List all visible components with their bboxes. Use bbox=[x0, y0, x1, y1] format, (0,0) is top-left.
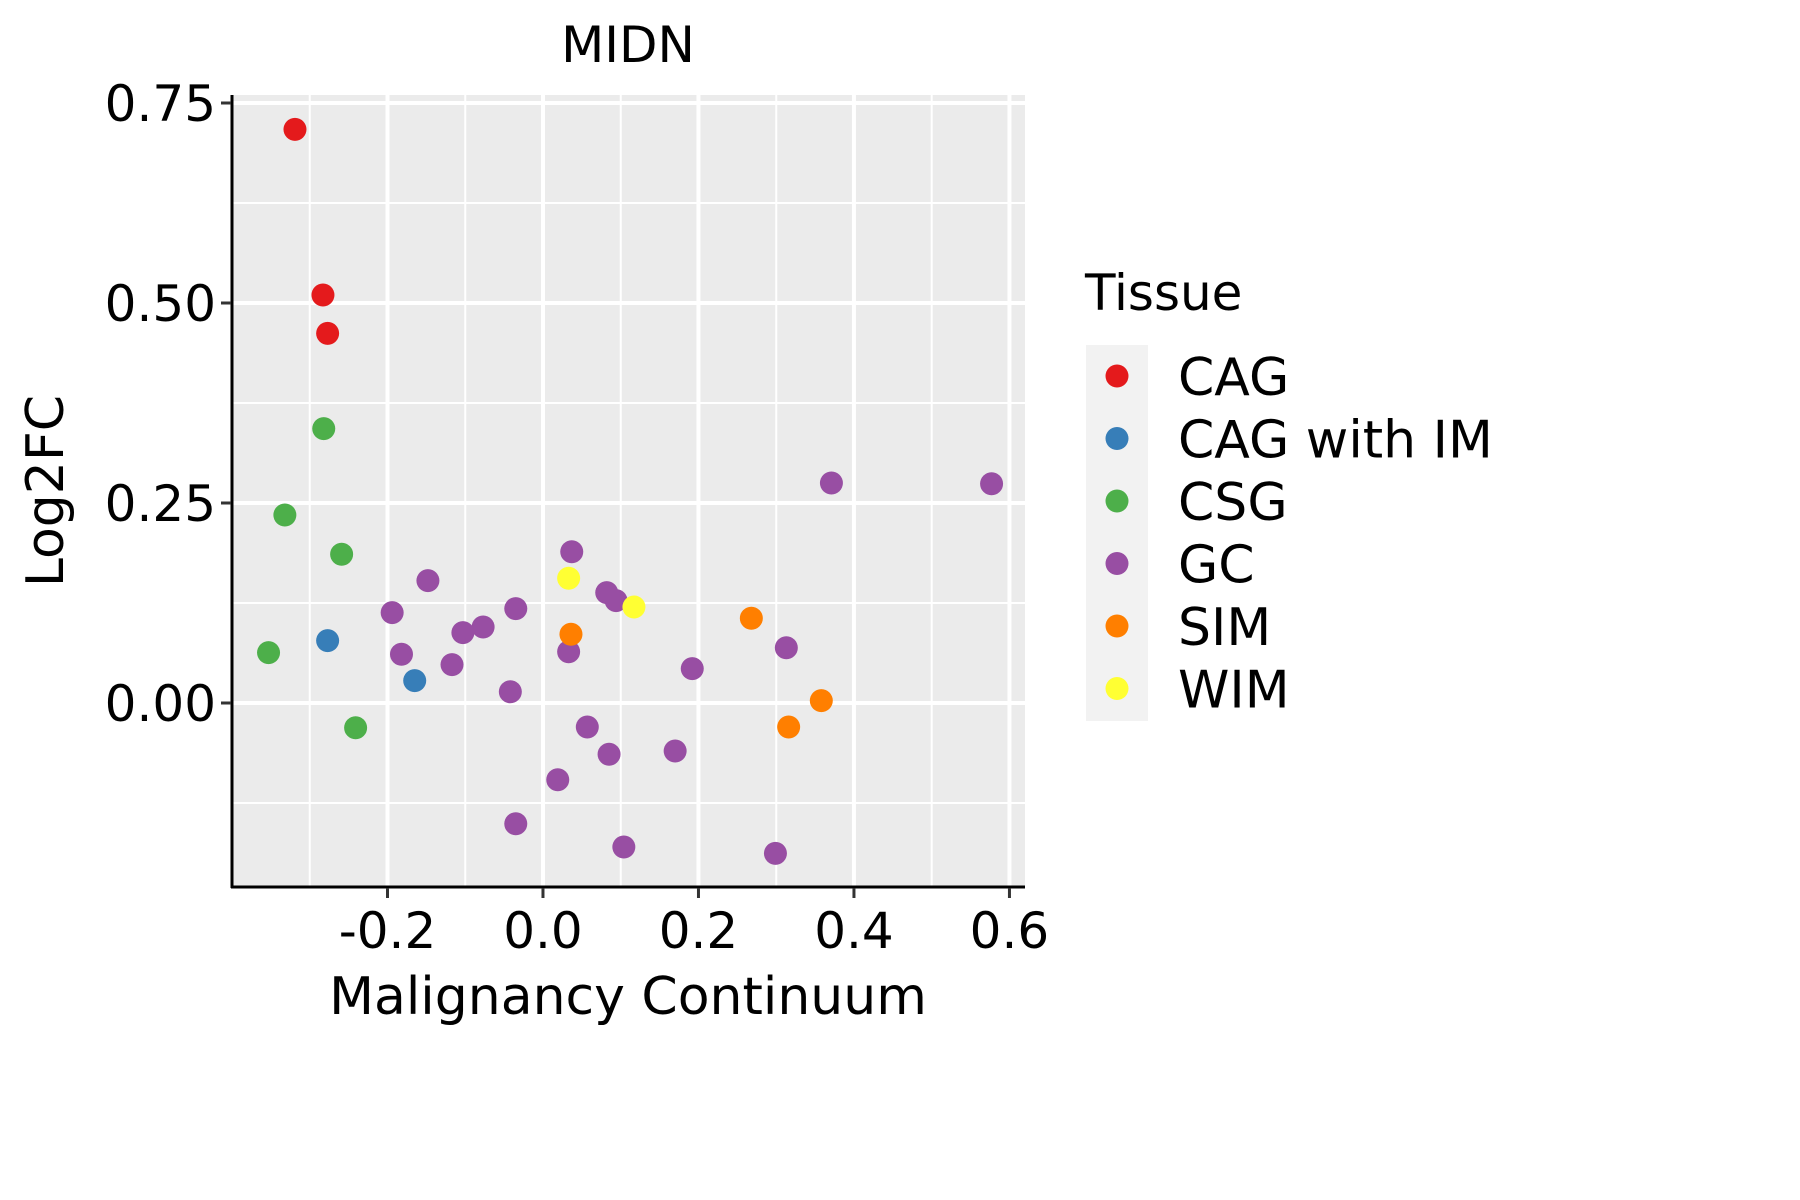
point-gc bbox=[557, 640, 581, 664]
point-csg bbox=[273, 503, 297, 527]
point-csg bbox=[330, 542, 354, 566]
point-gc bbox=[440, 653, 464, 677]
legend-key-csg bbox=[1105, 489, 1129, 513]
point-sim bbox=[809, 689, 833, 713]
chart-title: MIDN bbox=[561, 16, 695, 74]
x-ticks: -0.2 0.0 0.2 0.4 0.6 bbox=[339, 888, 1050, 960]
legend-label-cag: CAG bbox=[1178, 348, 1289, 408]
legend-label-sim: SIM bbox=[1178, 598, 1271, 658]
point-gc bbox=[504, 597, 528, 621]
point-wim bbox=[557, 566, 581, 590]
point-gc bbox=[498, 680, 522, 704]
point-cag bbox=[311, 283, 335, 307]
point-gc bbox=[774, 636, 798, 660]
point-gc bbox=[663, 739, 687, 763]
point-sim bbox=[777, 715, 801, 739]
point-csg bbox=[257, 641, 281, 665]
point-gc bbox=[680, 657, 704, 681]
legend-key-cag bbox=[1105, 364, 1129, 388]
point-gc bbox=[451, 621, 475, 645]
point-cag bbox=[316, 321, 340, 345]
point-gc bbox=[604, 589, 628, 613]
point-cag bbox=[283, 117, 307, 141]
y-tick-label: 0.25 bbox=[105, 475, 216, 533]
x-axis-label: Malignancy Continuum bbox=[329, 967, 927, 1027]
data-points bbox=[257, 117, 1004, 865]
x-tick-label: 0.0 bbox=[503, 902, 583, 960]
point-gc bbox=[380, 601, 404, 625]
point-sim bbox=[739, 606, 763, 630]
legend-label-wim: WIM bbox=[1178, 661, 1290, 721]
legend-key-wim bbox=[1105, 677, 1129, 700]
point-csg bbox=[344, 716, 368, 740]
legend-key-background bbox=[1086, 345, 1148, 721]
point-csg bbox=[312, 417, 336, 441]
x-tick-label: 0.2 bbox=[659, 902, 739, 960]
point-gc bbox=[416, 569, 440, 593]
point-wim bbox=[622, 595, 646, 619]
point-gc bbox=[560, 540, 584, 564]
plot-panel bbox=[232, 95, 1025, 887]
point-gc bbox=[546, 768, 570, 792]
point-gc bbox=[389, 642, 413, 666]
legend-title: Tissue bbox=[1084, 264, 1242, 322]
x-tick-label: 0.4 bbox=[814, 902, 894, 960]
y-ticks: 0.00 0.25 0.50 0.75 bbox=[105, 75, 231, 733]
point-gc bbox=[763, 841, 787, 865]
point-sim bbox=[559, 622, 583, 646]
point-gc bbox=[504, 812, 528, 836]
point-gc bbox=[819, 471, 843, 495]
point-cag-with-im bbox=[403, 669, 427, 693]
x-tick-label: -0.2 bbox=[339, 902, 437, 960]
point-gc bbox=[575, 715, 599, 739]
point-gc bbox=[980, 472, 1004, 496]
grid-major bbox=[232, 95, 1025, 887]
y-axis-label: Log2FC bbox=[16, 395, 76, 587]
legend-key-gc bbox=[1105, 552, 1129, 575]
legend-label-gc: GC bbox=[1178, 536, 1255, 596]
point-gc bbox=[612, 835, 636, 859]
legend-label-cag-with-im: CAG with IM bbox=[1178, 411, 1493, 471]
point-cag-with-im bbox=[316, 629, 340, 653]
y-tick-label: 0.00 bbox=[105, 675, 216, 733]
point-gc bbox=[471, 615, 495, 639]
grid-minor bbox=[232, 95, 1025, 887]
point-gc bbox=[597, 742, 621, 766]
legend-key-sim bbox=[1105, 614, 1129, 638]
legend-key-cag-with-im bbox=[1105, 427, 1129, 450]
y-tick-label: 0.50 bbox=[105, 275, 216, 333]
y-tick-label: 0.75 bbox=[105, 75, 216, 133]
legend-label-csg: CSG bbox=[1178, 473, 1288, 533]
x-tick-label: 0.6 bbox=[970, 902, 1050, 960]
